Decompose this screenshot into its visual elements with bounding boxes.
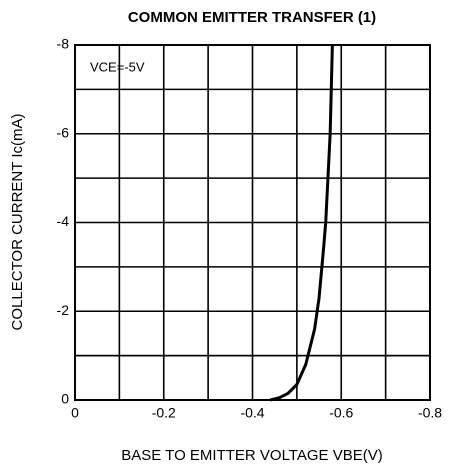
x-tick-label: -0.6 [329, 405, 353, 421]
y-tick-label: 0 [61, 391, 69, 407]
y-tick-label: -2 [57, 302, 70, 318]
y-tick-label: -6 [57, 124, 70, 140]
x-tick-label: 0 [71, 405, 79, 421]
x-tick-label: -0.8 [418, 405, 442, 421]
y-axis-label: COLLECTOR CURRENT Ic(mA) [9, 114, 26, 331]
chart-title: COMMON EMITTER TRANSFER (1) [128, 9, 376, 26]
y-tick-label: -8 [57, 36, 70, 52]
curve [269, 44, 334, 402]
x-tick-label: -0.2 [152, 405, 176, 421]
x-axis-label: BASE TO EMITTER VOLTAGE VBE(V) [121, 447, 382, 464]
y-tick-label: -4 [57, 213, 70, 229]
annotation: VCE=-5V [90, 59, 145, 74]
x-tick-label: -0.4 [240, 405, 264, 421]
